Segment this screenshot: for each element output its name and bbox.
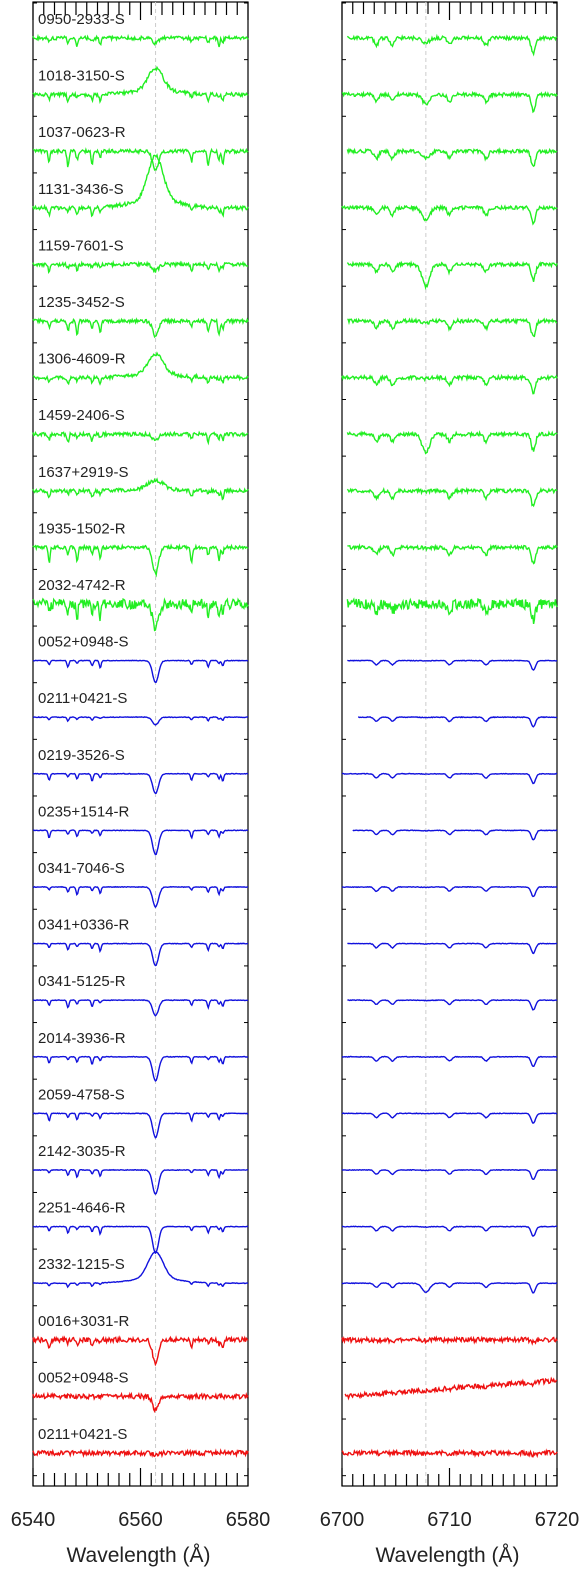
spectrum-line [352,829,558,841]
spectrum-line [32,317,249,339]
series-label: 0052+0948-S [38,1369,129,1386]
spectrum-line [32,597,249,632]
spectrum-line [341,1055,558,1067]
spectrum-line [357,716,558,728]
spectrum-line [347,999,558,1011]
spectrum-line [32,1391,249,1414]
spectrum-line [32,999,249,1017]
series-label: 0341-5125-R [38,973,126,990]
spectrum-line [341,203,558,226]
spectrum-line [346,260,558,291]
series-label: 2059-4758-S [38,1086,125,1103]
spectrum-line [346,486,558,508]
spectrum-line [32,772,249,795]
x-axis-label: Wavelength (Å) [67,1544,211,1567]
spectrum-line [341,1448,558,1459]
x-tick-label: 6540 [11,1509,56,1531]
spectrum-line [346,597,558,625]
spectrum-line [32,351,249,386]
plot-frame [341,1,558,1487]
spectrum-line [32,1112,249,1139]
series-label: 0341+0336-R [38,917,129,934]
spectrum-line [341,1225,558,1237]
x-tick-label: 6710 [427,1509,472,1531]
series-label: 0950-2933-S [38,11,125,28]
spectrum-line [32,153,249,219]
series-label: 1018-3150-S [38,68,125,85]
spectrum-line [32,716,249,726]
series-label: 0219-3526-S [38,747,125,764]
spectrum-line [32,1448,249,1459]
series-label: 0052+0948-S [38,634,129,651]
series-label: 0211+0421-S [38,1426,127,1443]
series-label: 1306-4609-R [38,351,126,368]
series-label: 0211+0421-S [38,690,127,707]
spectrum-line [341,1282,558,1294]
spectrum-line [341,885,558,898]
x-tick-label: 6700 [320,1509,365,1531]
series-label: 1131-3436-S [38,181,124,198]
spectrum-line [32,477,249,501]
spectrum-line [32,1225,249,1255]
series-label: 1159-7601-S [38,237,124,254]
left-panel: 6540 6560 6580 Wavelength (Å) 0950-2933-S 101… [11,1,271,1567]
spectrum-line [32,147,249,172]
series-label: 2032-4742-R [38,577,126,594]
spectrum-line [341,772,558,785]
series-label: 0016+3031-R [38,1313,129,1330]
series-label: 1235-3452-S [38,294,125,311]
spectrum-line [341,1112,558,1124]
spectrum-line [341,373,558,395]
spectrum-line [32,1335,249,1367]
spectrum-line [341,1335,558,1346]
series-label: 1037-0623-R [38,124,126,141]
spectrum-line [346,33,558,57]
series-label: 2251-4646-R [38,1200,126,1217]
spectrum-line [32,543,249,578]
spectrum-line [32,259,249,275]
spectrum-line [32,942,249,967]
spectrum-line [32,430,249,446]
x-tick-label: 6720 [535,1509,580,1531]
series-label: 1459-2406-S [38,407,125,424]
series-label: 1637+2919-S [38,464,129,481]
spectrum-line [32,33,249,48]
spectrum-line [347,543,558,565]
x-axis-label: Wavelength (Å) [376,1544,520,1567]
series-label: 2332-1215-S [38,1256,125,1273]
spectrum-line [341,1168,558,1181]
right-panel: 6700 6710 6720 Wavelength (Å) [320,1,580,1567]
series-label: 0341-7046-S [38,860,125,877]
spectrum-line [342,90,558,114]
spectrum-line [32,885,248,909]
spectrum-line [32,1168,249,1195]
spectrum-line [347,317,558,338]
spectrum-line [32,1055,249,1082]
spectrum-line [346,147,558,168]
x-tick-label: 6560 [118,1509,163,1531]
series-label: 2014-3936-R [38,1030,126,1047]
spectrum-line [347,942,558,955]
spectrum-line [32,1251,249,1289]
series-label: 2142-3035-R [38,1143,126,1160]
spectrum-line [344,1376,557,1401]
series-label: 0235+1514-R [38,803,129,820]
x-tick-label: 6580 [226,1509,271,1531]
spectrum-line [32,659,249,684]
spectrum-line [32,829,249,856]
spectrum-line [347,659,558,671]
spectrum-line [346,429,558,455]
series-label: 1935-1502-R [38,520,126,537]
spectrum-line [32,65,249,104]
